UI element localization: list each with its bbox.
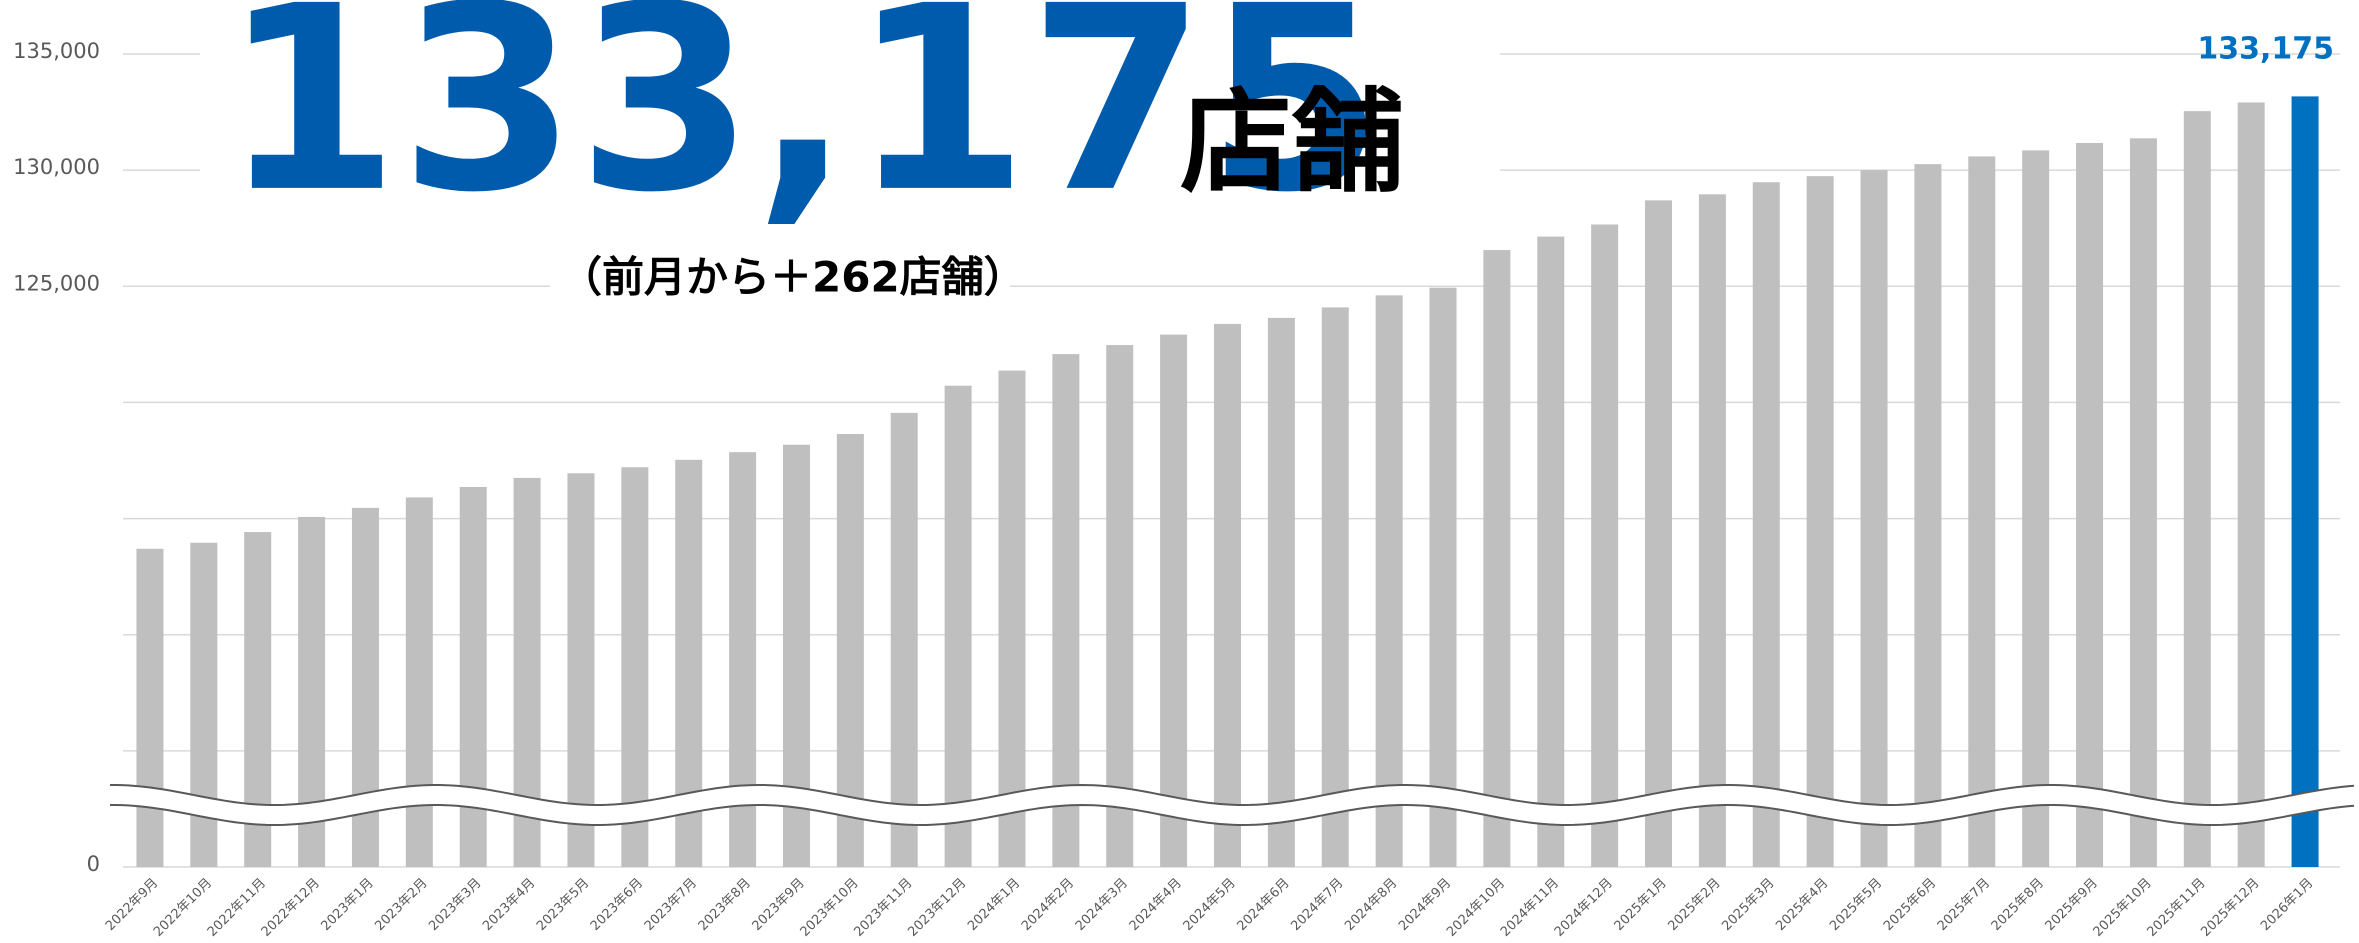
x-tick-label: 2025年12月: [2198, 876, 2262, 940]
axis-break-line: [110, 783, 2355, 807]
x-tick-label: 2025年1月: [1612, 876, 1670, 934]
x-tick-label: 2025年6月: [1881, 876, 1939, 934]
bar: [1375, 295, 1403, 867]
bar: [1806, 176, 1834, 868]
x-tick-label: 2025年7月: [1935, 876, 1993, 934]
y-tick-label: 135,000: [13, 39, 100, 63]
x-tick-label: 2024年2月: [1019, 876, 1077, 934]
x-tick-label: 2023年8月: [696, 876, 754, 934]
x-tick-label: 2024年9月: [1396, 876, 1454, 934]
bar: [1429, 287, 1457, 867]
bar: [1968, 156, 1996, 868]
x-tick-label: 2024年6月: [1234, 876, 1292, 934]
bar: [1860, 170, 1888, 868]
x-tick-label: 2026年1月: [2258, 876, 2316, 934]
headline-bg: [200, 0, 1500, 205]
bar: [567, 473, 595, 867]
bar: [1483, 250, 1511, 868]
x-tick-label: 2024年3月: [1073, 876, 1131, 934]
bar: [1698, 194, 1726, 868]
bar: [1106, 345, 1134, 868]
x-tick-label: 2023年7月: [642, 876, 700, 934]
x-tick-label: 2024年7月: [1288, 876, 1346, 934]
bar: [2022, 150, 2050, 868]
y-tick-label: 0: [87, 852, 100, 876]
bar: [136, 548, 164, 867]
x-tick-label: 2023年6月: [588, 876, 646, 934]
bar: [1591, 224, 1619, 868]
x-tick-label: 2022年9月: [103, 876, 161, 934]
x-tick-label: 2024年5月: [1181, 876, 1239, 934]
x-tick-label: 2025年4月: [1773, 876, 1831, 934]
x-tick-label: 2024年8月: [1342, 876, 1400, 934]
x-tick-label: 2025年5月: [1827, 876, 1885, 934]
headline-change: （前月から＋262店舗）: [560, 253, 1026, 302]
x-tick-label: 2024年4月: [1127, 876, 1185, 934]
bar: [890, 412, 918, 867]
axis-break-line: [110, 803, 2355, 827]
x-tick-label: 2023年1月: [319, 876, 377, 934]
x-tick-label: 2025年9月: [2043, 876, 2101, 934]
bar: [2237, 102, 2265, 867]
bar: [2291, 96, 2319, 867]
bar: [459, 486, 487, 867]
headline-value: 133,175: [222, 0, 1383, 249]
x-tick-label: 2025年2月: [1665, 876, 1723, 934]
x-tick-label: 2025年8月: [1989, 876, 2047, 934]
y-tick-label: 125,000: [13, 271, 100, 295]
bar: [1321, 307, 1349, 867]
bar: [1214, 323, 1241, 867]
bar: [405, 497, 433, 867]
bar: [2129, 138, 2157, 868]
bar: [1645, 200, 1673, 868]
bar: [1537, 236, 1565, 868]
bar: [1267, 317, 1295, 867]
bar: [998, 370, 1026, 867]
bar: [2076, 142, 2104, 867]
x-tick-label: 2023年9月: [750, 876, 808, 934]
x-tick-label: 2024年12月: [1552, 876, 1616, 940]
bar: [944, 385, 972, 867]
y-tick-label: 130,000: [13, 155, 100, 179]
x-tick-label: 2022年12月: [259, 876, 323, 940]
bar: [1914, 164, 1942, 868]
x-tick-label: 2024年1月: [965, 876, 1023, 934]
x-tick-label: 2023年4月: [480, 876, 538, 934]
x-tick-label: 2023年3月: [426, 876, 484, 934]
bar: [1052, 354, 1080, 867]
headline-unit: 店舗: [1180, 78, 1404, 208]
x-tick-label: 2023年5月: [534, 876, 592, 934]
bar: [1752, 182, 1780, 868]
value-label: 133,175: [2197, 32, 2334, 67]
change-bg: [550, 250, 1010, 310]
x-tick-label: 2025年3月: [1719, 876, 1777, 934]
bar: [1160, 334, 1188, 867]
x-tick-label: 2023年2月: [372, 876, 430, 934]
bar: [2183, 111, 2211, 868]
x-tick-label: 2023年12月: [905, 876, 969, 940]
